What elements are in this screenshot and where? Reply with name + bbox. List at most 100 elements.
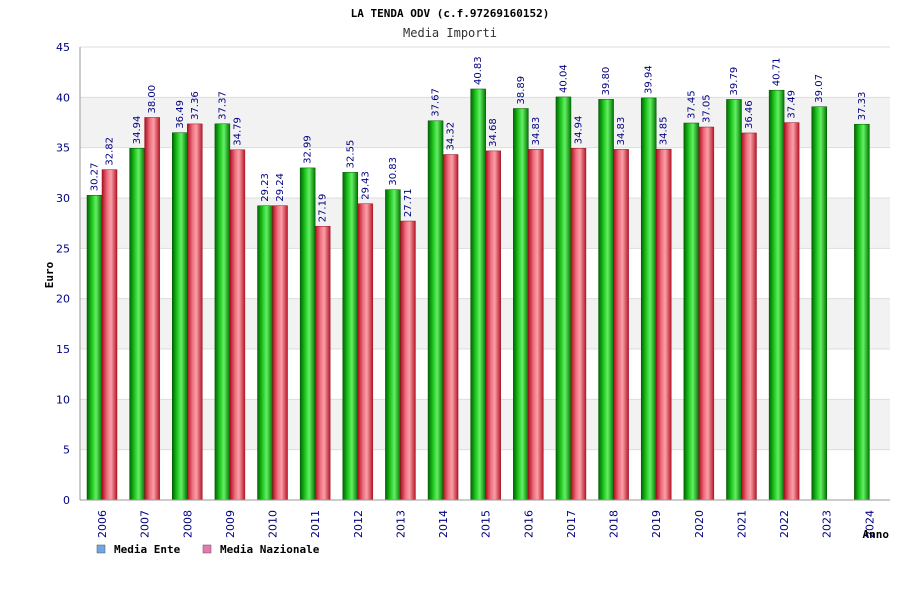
bar-ente [172,132,188,501]
bar-nazionale [655,148,672,501]
bar-ente [214,123,231,501]
data-label: 34.32 [446,122,457,151]
data-label: 39.80 [601,67,612,96]
data-label: 34.94 [573,116,584,145]
bar-nazionale [400,220,416,501]
legend-label: Media Ente [114,543,181,556]
bar-ente [640,97,657,501]
data-label: 27.19 [318,194,329,223]
x-tick-label: 2011 [309,510,322,538]
x-axis-ticks: 2006 2007 2008 2009 2010 2011 2012 2013 2014 2015… [96,510,876,538]
data-label: 39.94 [644,65,655,94]
x-tick-label: 2020 [693,510,706,538]
y-tick-label: 5 [63,444,70,457]
x-axis-label: Anno [863,528,890,541]
x-tick-label: 2012 [352,510,365,538]
data-label: 40.04 [558,64,569,93]
data-label: 32.82 [105,137,116,166]
x-tick-label: 2009 [224,510,237,538]
bar-nazionale [613,149,629,501]
y-tick-label: 35 [56,142,70,155]
data-label: 34.68 [488,118,499,147]
x-tick-label: 2019 [650,510,663,538]
x-tick-label: 2022 [778,510,791,538]
data-label: 34.85 [659,117,670,146]
data-label: 40.83 [473,56,484,85]
bar-nazionale [101,169,118,501]
y-tick-label: 15 [56,343,70,356]
bar-ente [513,108,529,501]
legend-swatch [96,544,106,554]
bar-ente [854,123,870,501]
x-tick-label: 2018 [608,510,621,538]
x-tick-label: 2023 [821,510,834,538]
y-tick-label: 10 [56,393,70,406]
bar-ente [129,148,145,501]
bar-nazionale [528,149,544,501]
data-label: 36.49 [175,100,186,129]
bar-nazionale [314,226,331,501]
bar-nazionale [442,154,459,501]
bar-ente [257,205,273,501]
x-tick-label: 2006 [96,510,109,538]
y-tick-label: 20 [56,293,70,306]
data-label: 34.79 [232,117,243,146]
data-label: 34.83 [531,117,542,146]
data-label: 37.37 [217,91,228,120]
bar-nazionale [570,148,587,501]
data-label: 38.00 [147,85,158,114]
x-tick-label: 2008 [181,510,194,538]
bar-ente [683,122,700,501]
data-label: 34.94 [132,116,143,145]
bar-nazionale [187,123,203,501]
y-tick-label: 40 [56,91,70,104]
data-label: 37.67 [431,88,442,117]
data-label: 39.07 [814,74,825,103]
legend-swatch [202,544,212,554]
y-axis-ticks: 0 5 10 15 20 25 30 35 40 45 [56,41,70,507]
data-label: 29.43 [360,171,371,200]
bars [86,88,870,501]
bar-ente [86,195,103,501]
data-label: 30.83 [388,157,399,186]
x-tick-label: 2017 [565,510,578,538]
y-tick-label: 45 [56,41,70,54]
data-label: 37.33 [857,92,868,121]
bar-nazionale [272,205,288,501]
bar-ente [385,189,401,501]
x-tick-label: 2014 [437,510,450,538]
legend-label: Media Nazionale [220,543,320,556]
bar-ente [427,120,444,501]
data-label: 38.89 [516,76,527,105]
bar-ente [342,172,359,501]
x-tick-label: 2016 [522,510,535,538]
data-label: 27.71 [403,188,414,217]
data-label: 32.99 [303,135,314,164]
bar-ente [299,167,316,501]
chart-subtitle: Media Importi [403,26,497,40]
y-tick-label: 0 [63,494,70,507]
bar-nazionale [229,149,246,501]
bar-nazionale [357,203,374,501]
data-label: 30.27 [90,163,101,192]
data-label: 36.46 [744,100,755,129]
x-tick-label: 2015 [480,510,493,538]
bar-ente [726,99,742,501]
bar-nazionale [485,150,501,501]
data-labels: 30.27 32.82 34.94 38.00 36.49 37.36 37.37 34.79… [90,56,868,222]
bar-nazionale [741,132,757,501]
x-tick-label: 2021 [735,510,748,538]
chart-title: LA TENDA ODV (c.f.97269160152) [351,7,550,20]
bar-ente [811,106,827,501]
bar-nazionale [783,122,800,501]
data-label: 37.49 [787,90,798,119]
bar-ente [598,99,614,501]
data-label: 29.23 [260,173,271,202]
legend: Media Ente Media Nazionale [96,543,320,556]
bar-nazionale [144,117,160,501]
x-tick-label: 2010 [267,510,280,538]
bar-ente [470,88,486,501]
data-label: 29.24 [275,173,286,202]
bar-ente [555,96,572,501]
